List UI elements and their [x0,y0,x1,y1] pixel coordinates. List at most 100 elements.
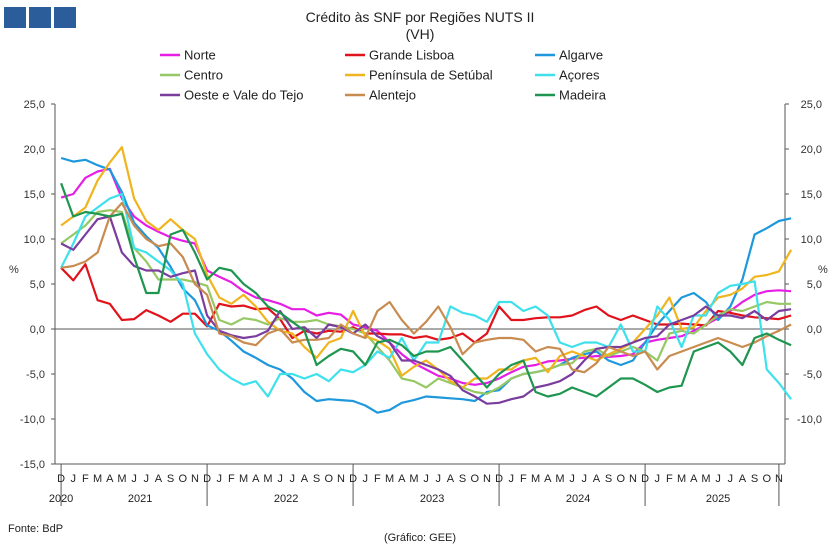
legend-label: Alentejo [369,88,416,103]
logo [4,7,78,28]
y-tick-label-left: -5,0 [26,369,45,381]
y-tick-label-left: -10,0 [20,414,45,426]
legend-label: Norte [184,48,216,63]
month-label: J [71,473,77,485]
month-label: N [775,473,783,485]
legend-label: Madeira [559,88,607,103]
month-label: S [751,473,758,485]
month-label: A [155,473,163,485]
legend-label: Algarve [559,48,603,63]
month-label: O [616,473,625,485]
legend-label: Grande Lisboa [369,48,455,63]
month-label: M [385,473,394,485]
month-label: M [555,473,564,485]
month-label: A [447,473,455,485]
plot-lines [60,146,793,414]
y-tick-label-right: -10,0 [797,414,822,426]
month-label: J [217,473,223,485]
month-label: M [93,473,102,485]
credit-note: (Gráfico: GEE) [384,532,456,544]
month-label: M [701,473,710,485]
y-tick-label-right: 10,0 [801,234,822,246]
y-tick-label-right: 20,0 [801,144,822,156]
month-label: S [167,473,174,485]
legend-label: Açores [559,68,600,83]
logo-block [29,7,51,28]
month-label: D [495,473,503,485]
legend-label: Península de Setúbal [369,68,493,83]
month-label: J [290,473,296,485]
month-label: A [106,473,114,485]
month-label: J [423,473,429,485]
month-label: J [509,473,515,485]
month-label: N [483,473,491,485]
y-tick-label-left: 20,0 [24,144,45,156]
year-label: 2020 [49,493,73,505]
month-label: J [715,473,721,485]
month-label: M [263,473,272,485]
year-label: 2021 [128,493,152,505]
month-label: A [690,473,698,485]
y-tick-label-right: 5,0 [807,279,822,291]
month-label: S [313,473,320,485]
y-axis-label-left: % [9,264,19,276]
month-label: A [739,473,747,485]
month-label: N [337,473,345,485]
month-label: M [531,473,540,485]
month-label: J [436,473,442,485]
y-tick-label-left: 0,0 [30,324,45,336]
month-label: N [629,473,637,485]
logo-block [54,7,76,28]
legend: Norte Grande Lisboa Algarve Centro Península… [160,48,607,103]
chart-subtitle: (VH) [406,26,435,42]
source-note: Fonte: BdP [8,523,63,535]
series-line-acores [60,192,792,400]
series-line-algarve [60,156,792,414]
y-tick-label-right: 25,0 [801,99,822,111]
month-label: S [459,473,466,485]
y-tick-label-left: 10,0 [24,234,45,246]
month-label: A [301,473,309,485]
y-tick-label-right: 15,0 [801,189,822,201]
month-label: O [470,473,479,485]
month-label: D [57,473,65,485]
year-label: 2025 [706,493,730,505]
month-label: D [203,473,211,485]
month-label: J [131,473,137,485]
month-label: N [191,473,199,485]
month-label: J [144,473,150,485]
month-label: F [82,473,89,485]
axes: 25,0 20,0 15,0 10,0 5,0 0,0 -5,0 -10,0 -15,0 25,0… [20,99,822,506]
month-label: F [520,473,527,485]
y-axis-label-right: % [818,264,828,276]
series-line-alentejo [60,201,792,374]
month-label: D [641,473,649,485]
month-label: M [239,473,248,485]
month-label: D [349,473,357,485]
month-label: J [363,473,369,485]
series-line-madeira [60,182,792,398]
month-label: A [398,473,406,485]
y-tick-label-left: 25,0 [24,99,45,111]
series-line-centro [60,209,792,395]
month-label: O [178,473,187,485]
month-label: A [252,473,260,485]
month-label: J [582,473,588,485]
month-label: M [409,473,418,485]
chart-title: Crédito às SNF por Regiões NUTS II [306,9,535,25]
month-label: J [655,473,661,485]
y-tick-label-left: 5,0 [30,279,45,291]
series-line-oeste-e-vale-do-tejo [60,215,792,405]
month-label: J [728,473,734,485]
month-label: S [605,473,612,485]
month-label: J [277,473,283,485]
month-label: F [374,473,381,485]
month-label: F [228,473,235,485]
month-label: O [324,473,333,485]
month-label: M [677,473,686,485]
legend-label: Oeste e Vale do Tejo [184,88,304,103]
y-tick-label-left: 15,0 [24,189,45,201]
month-label: M [117,473,126,485]
